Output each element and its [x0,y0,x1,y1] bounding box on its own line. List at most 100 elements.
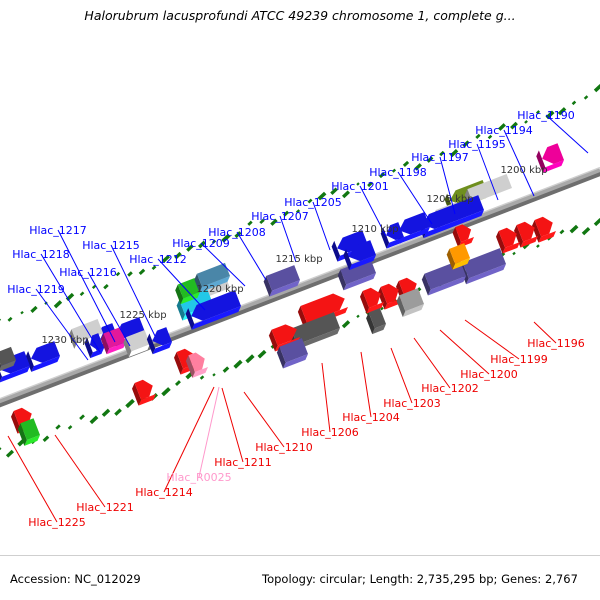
gene-label-hlac_1190[interactable]: Hlac_1190 [517,109,575,122]
forward-leader-line-10 [157,258,206,311]
axis-tick-label-1: 1205 kbp [426,194,473,205]
rna-leader-line-0 [198,386,220,478]
reverse-leader-line-7 [243,391,285,448]
accession-text: Accession: NC_012029 [10,572,141,586]
gene-label-hlac_1205[interactable]: Hlac_1205 [284,196,342,209]
gene-label-hlac_1201[interactable]: Hlac_1201 [331,180,389,193]
gene-label-hlac_1211[interactable]: Hlac_1211 [214,456,272,469]
gene-label-hlac_1206[interactable]: Hlac_1206 [301,426,359,439]
gene-label-hlac_1221[interactable]: Hlac_1221 [76,501,134,514]
gene-feature[interactable] [364,308,387,335]
gene-label-hlac_1198[interactable]: Hlac_1198 [369,166,427,179]
gene-label-hlac_1225[interactable]: Hlac_1225 [28,516,86,529]
gene-feature[interactable] [342,240,378,271]
axis-tick-label-2: 1210 kbp [351,224,398,235]
forward-leader-line-3 [439,156,456,215]
forward-leader-line-6 [312,201,331,251]
gene-feature[interactable] [445,243,471,270]
gene-label-hlac_1195[interactable]: Hlac_1195 [448,138,506,151]
gene-label-hlac_1204[interactable]: Hlac_1204 [342,411,400,424]
forward-leader-line-15 [35,288,89,361]
axis-tick-labels: 1200 kbp 1205 kbp 1210 kbp 1215 kbp 1220 kbp… [41,165,547,346]
genome-map-svg[interactable]: 1200 kbp 1205 kbp 1210 kbp 1215 kbp 1220 kbp… [0,30,600,550]
gene-feature[interactable] [395,288,426,318]
gene-label-hlac_1214[interactable]: Hlac_1214 [135,486,193,499]
gene-feature[interactable] [174,278,202,305]
forward-strand-row-1[interactable] [0,195,486,383]
gene-label-hlac_1197[interactable]: Hlac_1197 [411,151,469,164]
gene-feature[interactable] [16,418,41,446]
gene-label-hlac_1194[interactable]: Hlac_1194 [475,124,533,137]
reverse-leader-line-0 [533,321,557,344]
gene-feature[interactable] [535,143,566,174]
gene-feature[interactable] [275,338,309,369]
forward-leader-line-5 [359,185,387,237]
axis-tick-label-3: 1215 kbp [275,254,322,265]
forward-leader-line-1 [503,129,535,197]
reverse-leader-line-3 [413,337,451,389]
forward-leader-line-11 [110,244,156,337]
gene-feature[interactable] [494,225,521,254]
reverse-strand-row[interactable] [0,214,558,455]
gene-feature[interactable] [358,285,385,314]
gene-label-hlac_1199[interactable]: Hlac_1199 [490,353,548,366]
gene-feature[interactable] [336,258,377,291]
forward-leader-line-8 [236,231,267,281]
gene-label-hlac_1216[interactable]: Hlac_1216 [59,266,117,279]
gene-label-hlac_1209[interactable]: Hlac_1209 [172,237,230,250]
gc-skew-upper [0,84,600,324]
forward-leader-line-12 [87,271,131,347]
axis-tick-label-5: 1225 kbp [119,310,166,321]
forward-leader-line-14 [40,253,101,353]
reverse-leader-line-2 [439,329,490,375]
gene-label-hlac_1212[interactable]: Hlac_1212 [129,253,187,266]
gene-feature[interactable] [379,222,405,249]
gene-label-hlac_1218[interactable]: Hlac_1218 [12,248,70,261]
reverse-leader-line-8 [221,387,244,463]
gene-label-hlac_1219[interactable]: Hlac_1219 [7,283,65,296]
reverse-leader-line-10 [54,434,106,508]
gene-label-hlac_1217[interactable]: Hlac_1217 [29,224,87,237]
axis-tick-label-4: 1220 kbp [196,284,243,295]
gene-label-hlac_1202[interactable]: Hlac_1202 [421,382,479,395]
forward-leader-line-0 [545,114,589,154]
forward-leader-line-7 [279,215,297,263]
gene-feature[interactable] [530,214,557,243]
gene-feature[interactable] [184,290,243,330]
forward-leader-line-9 [200,242,246,287]
label-leader-lines [7,114,589,523]
gene-feature[interactable] [193,262,232,293]
gene-feature[interactable] [83,333,106,359]
gene-feature[interactable] [512,219,539,248]
gene-feature[interactable] [145,327,173,355]
gene-feature[interactable] [0,346,18,372]
gene-feature[interactable] [130,377,157,406]
reverse-leader-line-5 [360,351,372,418]
gene-feature[interactable] [0,411,2,438]
gene-feature[interactable] [262,265,302,297]
gene-label-hlac_1208[interactable]: Hlac_1208 [208,226,266,239]
forward-leader-line-2 [476,143,499,201]
reverse-leader-line-4 [390,347,413,404]
gene-feature[interactable] [0,429,2,455]
gene-features-layer[interactable] [0,143,566,455]
topology-text: Topology: circular; Length: 2,735,295 bp… [262,572,578,586]
gene-label-hlac_1215[interactable]: Hlac_1215 [82,239,140,252]
genome-map-canvas[interactable]: 1200 kbp 1205 kbp 1210 kbp 1215 kbp 1220 kbp… [0,30,600,550]
gene-label-hlac_1207[interactable]: Hlac_1207 [251,210,309,223]
gene-label-hlac_1203[interactable]: Hlac_1203 [383,397,441,410]
reverse-leader-line-1 [464,319,520,360]
gene-feature[interactable] [184,350,209,378]
gene-label-hlac_1196[interactable]: Hlac_1196 [527,337,585,350]
gene-label-hlac_1200[interactable]: Hlac_1200 [460,368,518,381]
gene-feature[interactable] [99,327,127,355]
gene-feature[interactable] [24,341,62,372]
forward-leader-line-13 [57,229,116,343]
gene-feature[interactable] [122,330,152,358]
gene-label-hlac_1210[interactable]: Hlac_1210 [255,441,313,454]
axis-tick-label-0: 1200 kbp [500,165,547,176]
forward-leader-line-4 [397,171,433,225]
gene-label-hlac_r0025[interactable]: Hlac_R0025 [166,471,231,484]
